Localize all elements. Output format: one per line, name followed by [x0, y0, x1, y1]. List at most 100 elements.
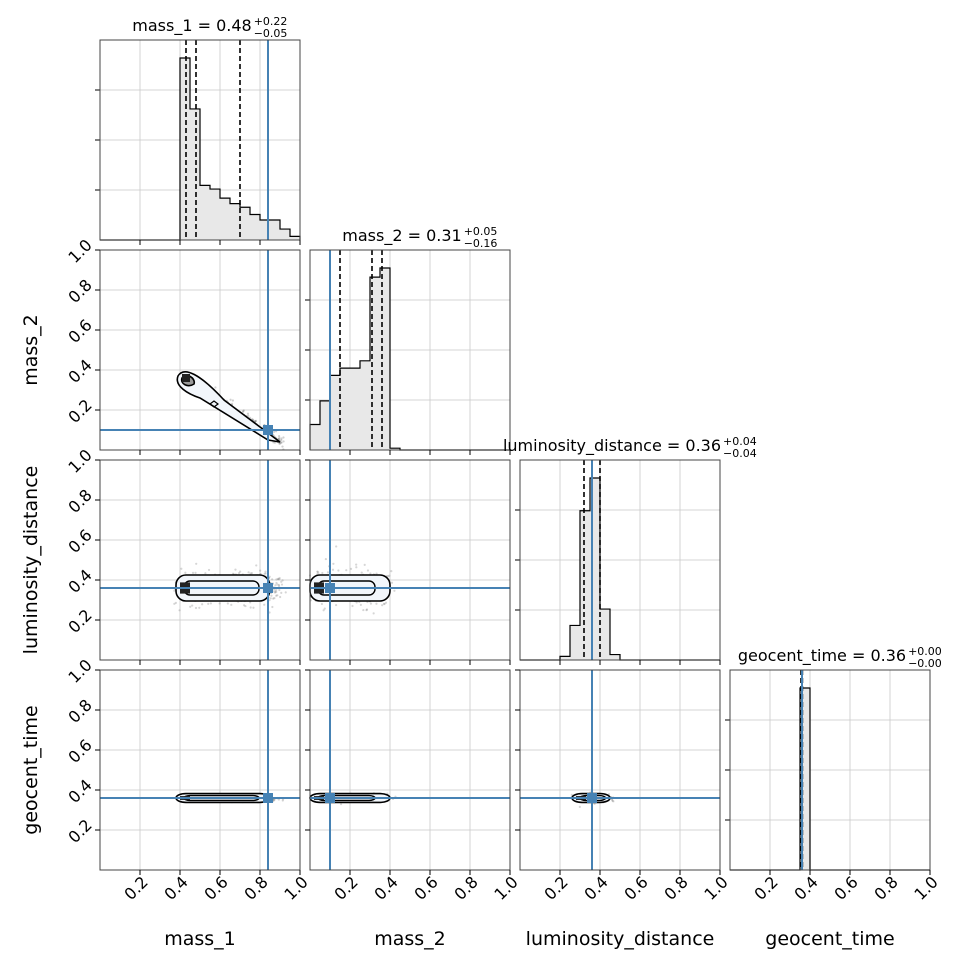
hist-bar-mass_1-18: [280, 229, 290, 240]
sample-point: [207, 602, 210, 605]
panel-frame: [309, 669, 511, 871]
sample-point: [317, 572, 320, 575]
sample-point: [593, 802, 596, 805]
title-minus-luminosity_distance: −0.04: [723, 447, 757, 460]
sample-point: [316, 570, 319, 573]
sample-point: [204, 572, 207, 575]
sample-point: [278, 442, 281, 445]
sample-point: [321, 571, 324, 575]
sample-point: [322, 609, 325, 612]
contour-island: [209, 400, 219, 408]
sample-point: [355, 566, 358, 569]
panel-frame: [99, 249, 301, 451]
sample-point: [268, 575, 271, 578]
hist-bar-mass_2-8: [390, 448, 400, 450]
sample-point: [214, 386, 217, 389]
sample-point: [269, 597, 272, 600]
hist-bar-luminosity_distance-8: [600, 609, 610, 660]
sample-point: [242, 409, 245, 412]
x-tick-label: 1.0: [490, 872, 521, 903]
title-plus-geocent_time: +0.00: [908, 645, 942, 658]
x-tick-label: 0.4: [370, 872, 401, 903]
truth-marker: [263, 583, 273, 593]
sample-point: [244, 604, 247, 608]
sample-point: [611, 798, 614, 802]
x-tick-label: 0.2: [120, 872, 151, 903]
sample-point: [218, 602, 221, 605]
truth-marker: [587, 793, 597, 803]
x-tick-label: 0.6: [620, 872, 651, 903]
sample-point: [207, 568, 211, 572]
sample-point: [209, 602, 212, 605]
sample-point: [273, 591, 277, 594]
panel-mass_2-mass_2: mass_2 = 0.31 +0.05−0.16: [305, 225, 511, 455]
sample-point: [272, 798, 275, 802]
sample-point: [281, 445, 284, 448]
sample-point: [230, 402, 234, 405]
sample-point: [247, 571, 250, 574]
sample-point: [339, 803, 343, 806]
contour-outer: [176, 371, 281, 443]
y-axis-label-mass_2: mass_2: [20, 314, 42, 386]
sample-point: [359, 603, 362, 606]
sample-point: [264, 570, 267, 573]
sample-point: [194, 571, 197, 575]
sample-point: [612, 800, 615, 803]
hist-bar-mass_1-14: [240, 207, 250, 240]
panel-mass_2-luminosity_distance: [305, 459, 511, 665]
sample-point: [281, 799, 284, 802]
sample-point: [247, 414, 250, 417]
x-tick-label: 0.6: [830, 872, 861, 903]
sample-point: [264, 572, 267, 575]
x-axis-label-mass_2: mass_2: [374, 928, 446, 950]
sample-point: [280, 591, 283, 594]
truth-marker: [263, 425, 273, 435]
sample-point: [237, 572, 241, 575]
sample-point: [280, 437, 283, 440]
sample-point: [189, 605, 192, 608]
density-peak: [182, 374, 190, 382]
panel-frame: [519, 669, 721, 871]
sample-point: [270, 594, 273, 597]
sample-point: [570, 793, 573, 796]
panel-frame: [99, 459, 301, 661]
hist-bar-luminosity_distance-9: [610, 654, 620, 660]
truth-marker: [325, 583, 335, 593]
x-tick-label: 1.0: [700, 872, 731, 903]
panel-geocent_time-geocent_time: geocent_time = 0.36 +0.00−0.00 0.2 0.4 0.6 0.…: [725, 645, 942, 950]
panel-luminosity_distance-luminosity_distance: luminosity_distance = 0.36 +0.04−0.04: [503, 435, 757, 665]
sample-point: [271, 605, 274, 609]
sample-point: [242, 604, 246, 607]
panel-mass_1-luminosity_distance: 0.2 0.4 0.6 0.8 1.0 luminosity_distance: [20, 445, 301, 665]
sample-point: [381, 604, 384, 607]
sample-point: [277, 437, 280, 441]
panel-frame: [309, 249, 511, 451]
sample-point: [345, 569, 348, 572]
sample-point: [226, 602, 229, 605]
sample-point: [393, 589, 396, 592]
sample-point: [198, 606, 201, 609]
title-minus-geocent_time: −0.00: [908, 657, 942, 670]
x-tick-label: 0.6: [410, 872, 441, 903]
y-axis-label-luminosity_distance: luminosity_distance: [20, 466, 42, 655]
panel-frame: [99, 39, 301, 241]
sample-point: [323, 607, 326, 610]
sample-point: [254, 419, 257, 423]
sample-point: [274, 588, 278, 592]
sample-point: [191, 571, 195, 574]
y-tick-label: 0.8: [64, 695, 95, 726]
sample-point: [201, 603, 204, 606]
sample-point: [276, 583, 279, 586]
sample-point: [275, 594, 278, 597]
x-tick-label: 1.0: [280, 872, 311, 903]
truth-marker: [263, 793, 273, 803]
x-tick-label: 0.8: [450, 872, 481, 903]
sample-point: [375, 572, 378, 575]
hist-bar-mass_1-10: [200, 185, 210, 240]
x-tick-label: 0.2: [540, 872, 571, 903]
sample-point: [280, 583, 284, 586]
sample-point: [275, 578, 278, 581]
sample-point: [273, 597, 276, 600]
sample-point: [355, 601, 358, 604]
sample-point: [273, 798, 276, 801]
